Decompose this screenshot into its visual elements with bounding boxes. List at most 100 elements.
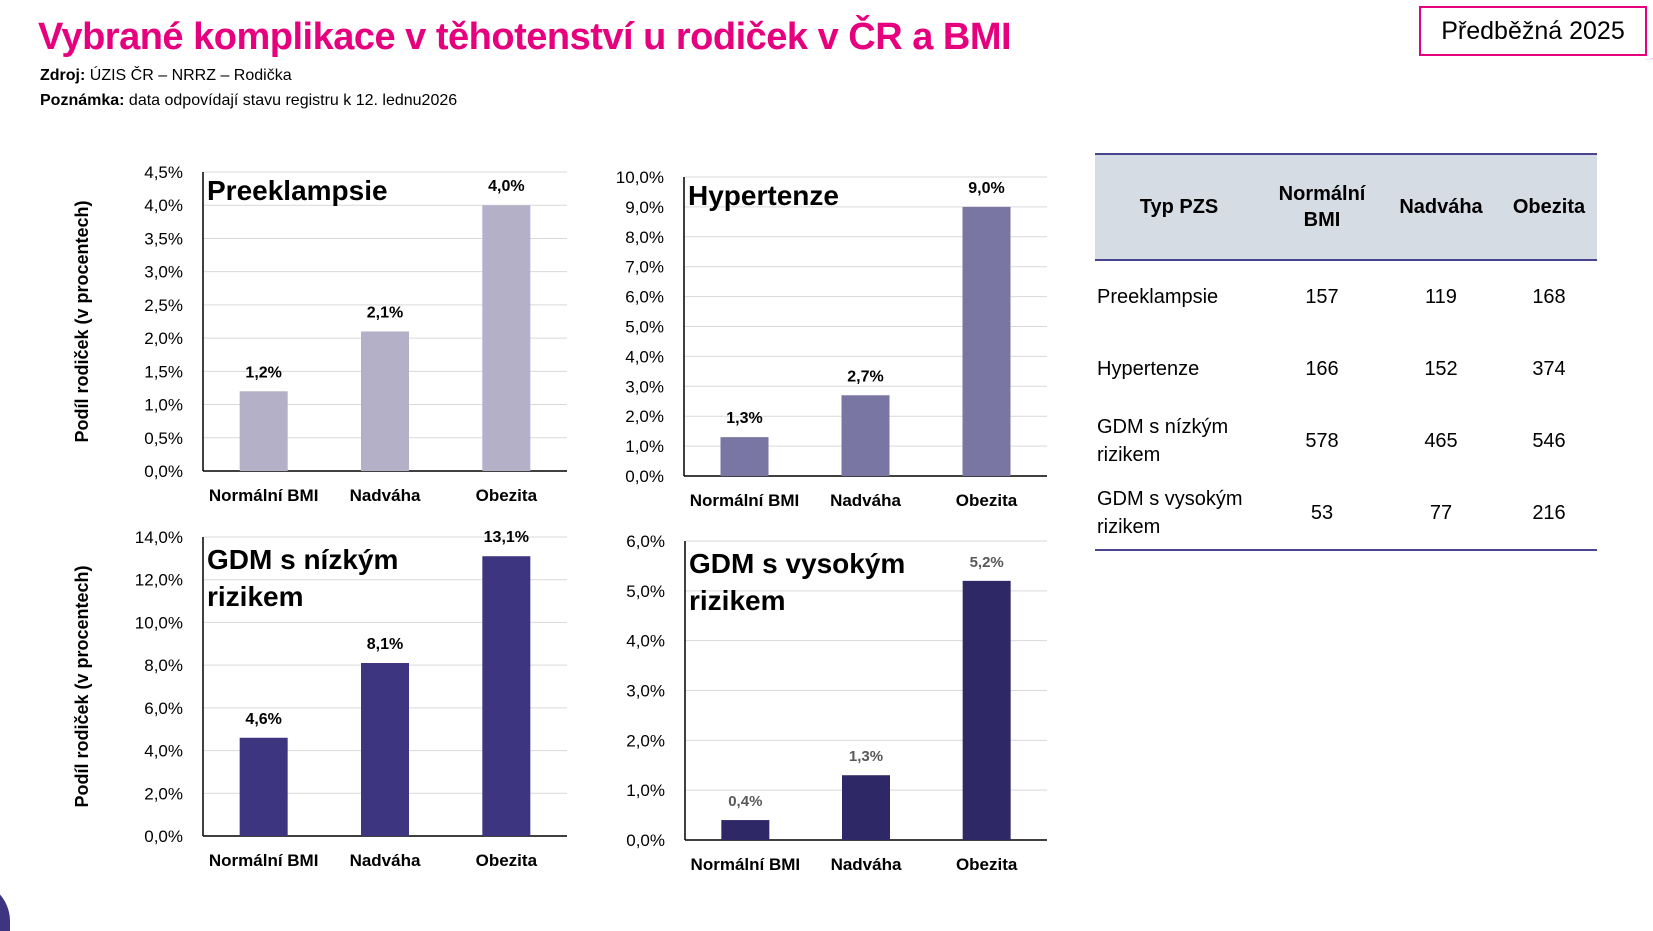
x-category-label: Nadváha [350, 486, 421, 505]
preliminary-badge: Předběžná 2025 [1419, 6, 1647, 56]
note-value: data odpovídají stavu registru k 12. led… [124, 92, 458, 109]
y-tick-label: 8,0% [625, 228, 664, 247]
bar [361, 663, 409, 836]
x-category-label: Normální BMI [209, 486, 319, 505]
header-normal: Normální BMI [1278, 183, 1366, 231]
data-label: 5,2% [970, 554, 1004, 571]
data-label: 1,3% [726, 410, 762, 427]
y-tick-label: 6,0% [625, 288, 664, 307]
cell-value: 157 [1305, 286, 1339, 308]
row-label: GDM s nízkým rizikem [1097, 416, 1229, 466]
y-tick-label: 10,0% [135, 613, 183, 632]
x-category-label: Nadváha [350, 851, 421, 870]
y-tick-label: 4,5% [144, 163, 183, 182]
cell-value: 546 [1532, 430, 1566, 452]
y-tick-label: 1,0% [625, 437, 664, 456]
data-label: 1,2% [245, 364, 281, 381]
y-tick-label: 2,0% [144, 784, 183, 803]
row-label: Preeklampsie [1097, 286, 1219, 308]
y-tick-label: 4,0% [144, 196, 183, 215]
cell-value: 152 [1424, 358, 1458, 380]
data-label: 13,1% [484, 529, 529, 546]
x-category-label: Obezita [956, 491, 1018, 510]
bar [962, 206, 1011, 476]
x-category-label: Normální BMI [691, 855, 801, 874]
data-label: 8,1% [367, 636, 403, 653]
bar [482, 205, 531, 471]
y-tick-label: 12,0% [135, 571, 183, 590]
y-tick-label: 14,0% [135, 528, 183, 547]
y-tick-label: 5,0% [626, 582, 665, 601]
y-tick-label: 0,0% [144, 462, 183, 481]
y-tick-label: 8,0% [144, 656, 183, 675]
data-label: 2,1% [367, 304, 403, 321]
y-tick-label: 3,0% [144, 263, 183, 282]
y-tick-label: 3,5% [144, 229, 183, 248]
bar [482, 556, 531, 836]
row-label: GDM s vysokým rizikem [1097, 488, 1243, 538]
y-tick-label: 6,0% [626, 532, 665, 551]
y-tick-label: 7,0% [625, 258, 664, 277]
y-tick-label: 1,5% [144, 362, 183, 381]
y-tick-label: 1,0% [626, 781, 665, 800]
charts-canvas: 0,0% 0,5% 1,0% 1,5% 2,0% 2,5% 3,0% 3,5% 4,0% 4,5%… [72, 163, 1047, 874]
cell-value: 166 [1305, 358, 1339, 380]
bar [841, 395, 890, 476]
y-tick-label: 4,0% [144, 742, 183, 761]
y-tick-label: 1,0% [144, 396, 183, 415]
chart-title: Hypertenze [688, 180, 839, 211]
counts-table: Typ PZS Normální BMI Nadváha Obezita Pre… [1095, 153, 1597, 551]
bar [239, 737, 288, 836]
cell-value: 119 [1425, 286, 1457, 308]
note-line: Poznámka: data odpovídají stavu registru… [40, 92, 457, 110]
y-tick-label: 2,0% [626, 731, 665, 750]
table-row: GDM s vysokým rizikem 53 77 216 [1095, 477, 1597, 550]
table-row: Preeklampsie 157 119 168 [1095, 260, 1597, 333]
y-tick-label: 2,0% [625, 407, 664, 426]
y-axis-title: Podíl rodiček (v procentech) [72, 200, 92, 442]
page-title: Vybrané komplikace v těhotenství u rodič… [38, 16, 1012, 58]
x-category-label: Obezita [476, 851, 538, 870]
note-label: Poznámka: [40, 92, 125, 109]
y-tick-label: 3,0% [625, 377, 664, 396]
y-tick-label: 2,0% [144, 329, 183, 348]
bar [721, 820, 770, 840]
x-category-label: Nadváha [830, 491, 901, 510]
y-tick-label: 5,0% [625, 318, 664, 337]
header-type: Typ PZS [1139, 196, 1219, 218]
x-category-label: Obezita [476, 486, 538, 505]
y-tick-label: 0,0% [144, 827, 183, 846]
bar [962, 580, 1011, 840]
table-row: Hypertenze 166 152 374 [1095, 333, 1597, 405]
cell-value: 465 [1424, 430, 1458, 452]
y-tick-label: 10,0% [616, 168, 664, 187]
table-row: GDM s nízkým rizikem 578 465 546 [1095, 405, 1597, 477]
chart-title: GDM s nízkým rizikem [207, 544, 398, 612]
x-category-label: Normální BMI [690, 491, 800, 510]
data-label: 2,7% [847, 368, 883, 385]
bar [361, 331, 409, 471]
y-tick-label: 9,0% [625, 198, 664, 217]
row-label: Hypertenze [1097, 358, 1200, 380]
data-label: 9,0% [968, 180, 1004, 197]
x-category-label: Obezita [956, 855, 1018, 874]
cell-value: 53 [1310, 502, 1334, 524]
cell-value: 216 [1532, 502, 1566, 524]
source-value: ÚZIS ČR – NRRZ – Rodička [85, 67, 292, 84]
cell-value: 374 [1532, 358, 1566, 380]
source-label: Zdroj: [40, 67, 86, 84]
y-tick-label: 0,0% [625, 467, 664, 486]
y-tick-label: 0,5% [144, 429, 183, 448]
y-tick-label: 4,0% [625, 347, 664, 366]
data-label: 4,0% [488, 178, 524, 195]
data-label: 0,4% [728, 793, 762, 810]
y-tick-label: 4,0% [626, 632, 665, 651]
y-axis-title: Podíl rodiček (v procentech) [72, 565, 92, 807]
y-tick-label: 3,0% [626, 682, 665, 701]
source-line: Zdroj: ÚZIS ČR – NRRZ – Rodička [40, 67, 292, 85]
chart-title: Preeklampsie [207, 175, 388, 206]
bar [842, 775, 890, 840]
cell-value: 578 [1305, 430, 1339, 452]
y-tick-label: 2,5% [144, 296, 183, 315]
header-overweight: Nadváha [1399, 196, 1483, 218]
